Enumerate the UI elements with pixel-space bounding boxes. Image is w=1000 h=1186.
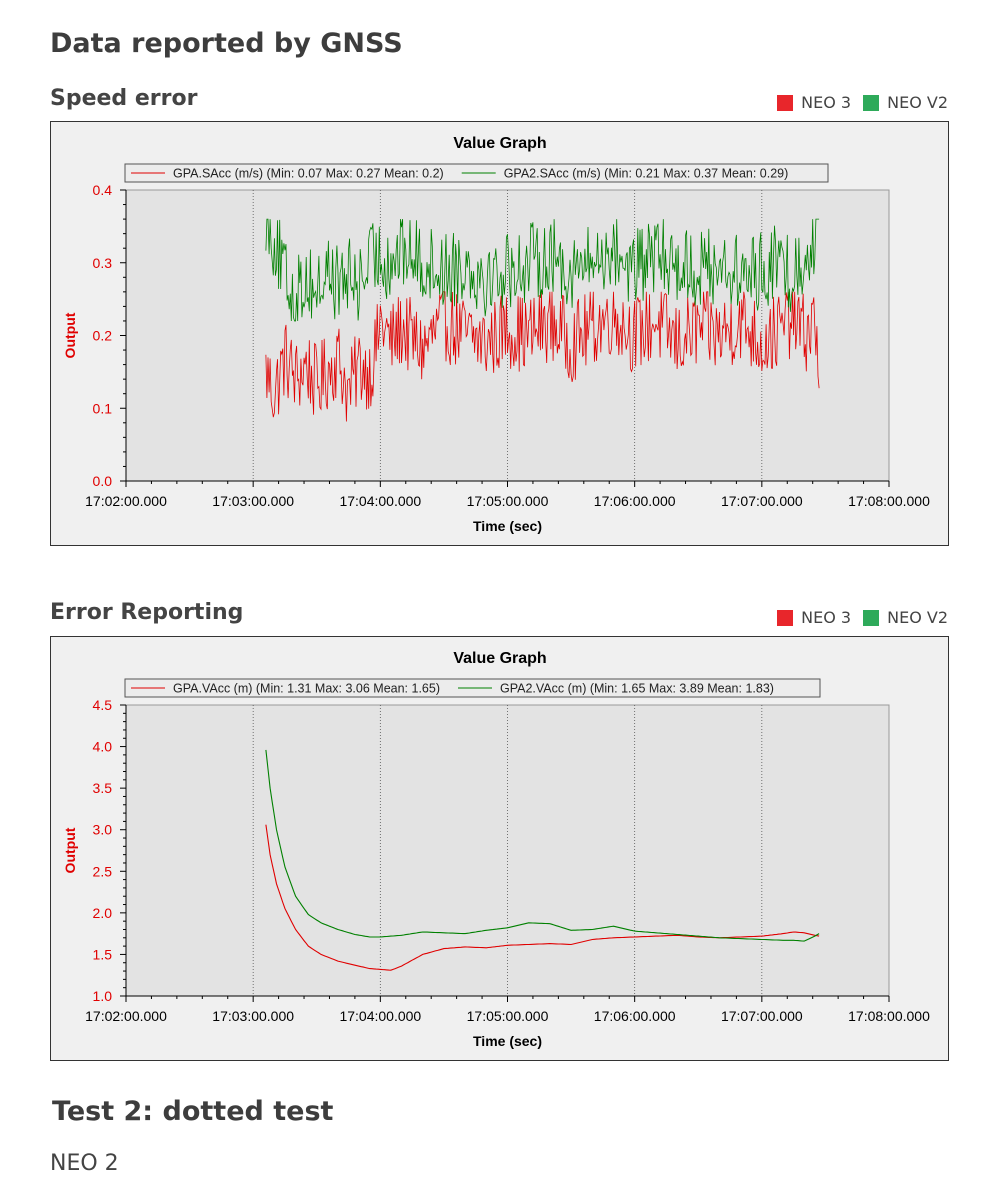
y-tick-label: 2.5 (93, 863, 113, 879)
y-tick-label: 0.0 (93, 473, 113, 489)
error-reporting-legend: NEO 3 NEO V2 (765, 608, 948, 627)
x-tick-label: 17:05:00.000 (467, 1008, 549, 1024)
x-tick-label: 17:06:00.000 (594, 1008, 676, 1024)
legend-entry-2: GPA2.VAcc (m) (Min: 1.65 Max: 3.89 Mean:… (500, 682, 774, 696)
chart-title: Value Graph (453, 135, 546, 152)
x-tick-label: 17:08:00.000 (848, 493, 930, 509)
x-tick-label: 17:06:00.000 (594, 493, 676, 509)
x-tick-label: 17:05:00.000 (467, 493, 549, 509)
y-tick-label: 1.5 (93, 946, 113, 962)
series-line-2 (265, 749, 820, 942)
x-tick-label: 17:03:00.000 (212, 1008, 294, 1024)
y-tick-label: 0.4 (93, 182, 113, 198)
x-tick-label: 17:04:00.000 (339, 1008, 421, 1024)
y-tick-label: 0.2 (93, 328, 113, 344)
y-tick-label: 0.1 (93, 400, 113, 416)
y-tick-label: 3.5 (93, 780, 113, 796)
x-axis-label: Time (sec) (473, 1033, 542, 1049)
legend-swatch-neov2 (863, 609, 880, 626)
x-tick-label: 17:02:00.000 (85, 493, 167, 509)
page-heading: Data reported by GNSS (50, 28, 403, 59)
x-tick-label: 17:07:00.000 (721, 1008, 803, 1024)
y-tick-label: 3.0 (93, 822, 113, 838)
x-tick-label: 17:03:00.000 (212, 493, 294, 509)
error-reporting-title: Error Reporting (50, 600, 244, 625)
speed-error-legend: NEO 3 NEO V2 (765, 93, 948, 112)
chart-title: Value Graph (453, 650, 546, 667)
y-tick-label: 1.0 (93, 988, 113, 1004)
neo2-label: NEO 2 (50, 1151, 119, 1176)
y-tick-label: 2.0 (93, 905, 113, 921)
y-axis-label: Output (62, 312, 78, 358)
y-tick-label: 0.3 (93, 255, 113, 271)
y-tick-label: 4.0 (93, 739, 113, 755)
legend-item-neov2: NEO V2 (863, 93, 948, 112)
legend-entry-1: GPA.VAcc (m) (Min: 1.31 Max: 3.06 Mean: … (173, 682, 440, 696)
x-tick-label: 17:08:00.000 (848, 1008, 930, 1024)
legend-label-neo3: NEO 3 (801, 93, 852, 112)
legend-item-neov2: NEO V2 (863, 608, 948, 627)
legend-item-neo3: NEO 3 (777, 93, 851, 112)
legend-item-neo3: NEO 3 (777, 608, 851, 627)
legend-swatch-neo3 (777, 609, 794, 626)
x-tick-label: 17:04:00.000 (339, 493, 421, 509)
legend-label-neov2: NEO V2 (887, 93, 948, 112)
series-line-2 (265, 218, 820, 322)
x-tick-label: 17:02:00.000 (85, 1008, 167, 1024)
legend-swatch-neov2 (863, 94, 880, 111)
x-tick-label: 17:07:00.000 (721, 493, 803, 509)
test2-heading: Test 2: dotted test (52, 1096, 334, 1127)
legend-entry-2: GPA2.SAcc (m/s) (Min: 0.21 Max: 0.37 Mea… (504, 167, 789, 181)
legend-label-neov2: NEO V2 (887, 608, 948, 627)
series-line-1 (265, 291, 820, 422)
legend-swatch-neo3 (777, 94, 794, 111)
plot-area (125, 704, 890, 997)
speed-error-chart-panel: Value Graph 17:02:00.000 17:03:00.000 17:04… (50, 121, 949, 546)
x-axis-label: Time (sec) (473, 518, 542, 534)
error-reporting-chart: Value Graph 17:02:00.000 17:03:00.000 17:04… (62, 650, 930, 1049)
speed-error-chart: Value Graph 17:02:00.000 17:03:00.000 17:04… (62, 135, 930, 534)
speed-error-title: Speed error (50, 86, 198, 111)
legend-entry-1: GPA.SAcc (m/s) (Min: 0.07 Max: 0.27 Mean… (173, 167, 444, 181)
legend-label-neo3: NEO 3 (801, 608, 852, 627)
error-reporting-chart-panel: Value Graph 17:02:00.000 17:03:00.000 17:04… (50, 636, 949, 1061)
y-axis-label: Output (62, 827, 78, 873)
y-tick-label: 4.5 (93, 697, 113, 713)
